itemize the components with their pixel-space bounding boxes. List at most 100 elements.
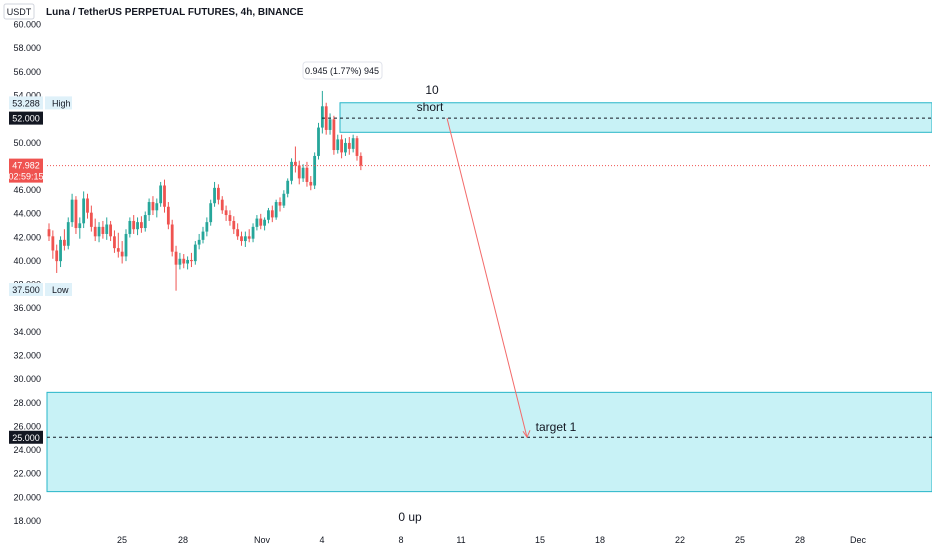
candle-body[interactable] — [243, 236, 247, 242]
zones-layer — [46, 102, 932, 493]
candle-body[interactable] — [217, 187, 220, 200]
candle-body[interactable] — [109, 224, 112, 237]
candle-body[interactable] — [228, 215, 232, 221]
candle-body[interactable] — [305, 167, 309, 182]
candle-body[interactable] — [128, 220, 132, 234]
candle-body[interactable] — [274, 202, 278, 218]
candle-body[interactable] — [255, 218, 259, 227]
candle-body[interactable] — [236, 229, 240, 237]
candle-body[interactable] — [82, 198, 86, 224]
candle-body[interactable] — [120, 251, 124, 257]
candle-body[interactable] — [278, 202, 282, 206]
candle-body[interactable] — [147, 202, 151, 216]
candle-body[interactable] — [205, 222, 209, 232]
x-tick-label: 22 — [675, 535, 685, 545]
candle-body[interactable] — [220, 199, 224, 211]
candle-body[interactable] — [270, 210, 274, 218]
candle-body[interactable] — [190, 259, 193, 262]
candle-body[interactable] — [136, 222, 139, 230]
candle-body[interactable] — [328, 119, 332, 130]
candle-body[interactable] — [224, 210, 228, 216]
candle-body[interactable] — [89, 212, 93, 227]
candle-body[interactable] — [132, 220, 136, 230]
x-tick-label: 25 — [735, 535, 745, 545]
candle-body[interactable] — [317, 127, 320, 156]
low-label: Low — [52, 285, 69, 295]
candle-body[interactable] — [213, 187, 216, 204]
candle-body[interactable] — [186, 259, 189, 264]
candle-body[interactable] — [197, 239, 201, 245]
candle-body[interactable] — [297, 165, 301, 179]
target-zone[interactable] — [46, 391, 932, 493]
candle-body[interactable] — [332, 119, 336, 151]
arrow-head — [522, 430, 531, 439]
candle-body[interactable] — [66, 222, 70, 246]
candle-body[interactable] — [143, 215, 147, 229]
candle-body[interactable] — [340, 139, 343, 153]
candle-body[interactable] — [240, 236, 243, 242]
candle-body[interactable] — [93, 226, 97, 237]
candle-body[interactable] — [74, 199, 78, 229]
candle-body[interactable] — [247, 236, 251, 239]
candle-body[interactable] — [159, 185, 163, 204]
candle-body[interactable] — [193, 244, 197, 262]
candle-body[interactable] — [359, 155, 363, 166]
candle-body[interactable] — [336, 139, 340, 151]
candle-body[interactable] — [232, 220, 236, 230]
y-tick-label: 36.000 — [13, 303, 41, 313]
candle-body[interactable] — [124, 233, 128, 257]
candle-body[interactable] — [282, 193, 286, 206]
candle-body[interactable] — [170, 224, 174, 252]
candle-body[interactable] — [113, 236, 116, 249]
currency-badge[interactable] — [3, 3, 35, 20]
candle-body[interactable] — [63, 239, 66, 246]
candle-body[interactable] — [78, 223, 82, 229]
x-tick-label: 8 — [398, 535, 403, 545]
candle-body[interactable] — [324, 106, 328, 130]
annotation-bottom: 0 up — [398, 510, 422, 524]
time-axis[interactable]: 25 28 Nov 4 8 11 15 18 22 25 28 Dec — [117, 535, 867, 545]
candle-body[interactable] — [105, 224, 109, 234]
candle-body[interactable] — [347, 142, 351, 149]
projection-arrow[interactable] — [446, 117, 528, 438]
candle-body[interactable] — [263, 219, 266, 226]
short-level-badge — [9, 111, 43, 125]
candle-body[interactable] — [97, 226, 101, 237]
candle-body[interactable] — [70, 199, 74, 223]
candle-body[interactable] — [174, 251, 178, 265]
candle-body[interactable] — [101, 226, 105, 234]
candle-body[interactable] — [320, 106, 324, 128]
candle-body[interactable] — [309, 181, 313, 186]
candle-body[interactable] — [51, 236, 55, 251]
candle-body[interactable] — [344, 142, 347, 153]
candle-body[interactable] — [86, 198, 89, 213]
candle-body[interactable] — [178, 258, 182, 265]
candle-body[interactable] — [301, 167, 305, 179]
candle-body[interactable] — [286, 180, 290, 194]
candle-body[interactable] — [267, 210, 270, 220]
candle-body[interactable] — [47, 229, 51, 237]
candle-body[interactable] — [209, 203, 213, 223]
candle-body[interactable] — [182, 258, 186, 264]
candle-body[interactable] — [155, 203, 159, 211]
candle-body[interactable] — [251, 226, 255, 239]
candle-body[interactable] — [59, 239, 62, 262]
x-tick-label: Dec — [850, 535, 867, 545]
candle-body[interactable] — [290, 161, 293, 181]
candle-body[interactable] — [55, 250, 59, 262]
candle-body[interactable] — [151, 202, 155, 211]
candle-body[interactable] — [355, 138, 359, 156]
candle-body[interactable] — [163, 185, 166, 207]
candle-body[interactable] — [166, 206, 170, 225]
candle-body[interactable] — [351, 138, 355, 149]
candle-body[interactable] — [294, 161, 297, 166]
candle-body[interactable] — [259, 218, 263, 226]
candle-body[interactable] — [140, 222, 143, 229]
price-axis[interactable]: 18.000 20.000 22.000 24.000 26.000 28.000 30.0… — [13, 20, 41, 526]
candle-body[interactable] — [313, 155, 317, 186]
candle-body[interactable] — [116, 248, 120, 252]
y-tick-label: 60.000 — [13, 20, 41, 30]
candle-body[interactable] — [201, 231, 205, 240]
short-zone[interactable] — [339, 102, 932, 133]
